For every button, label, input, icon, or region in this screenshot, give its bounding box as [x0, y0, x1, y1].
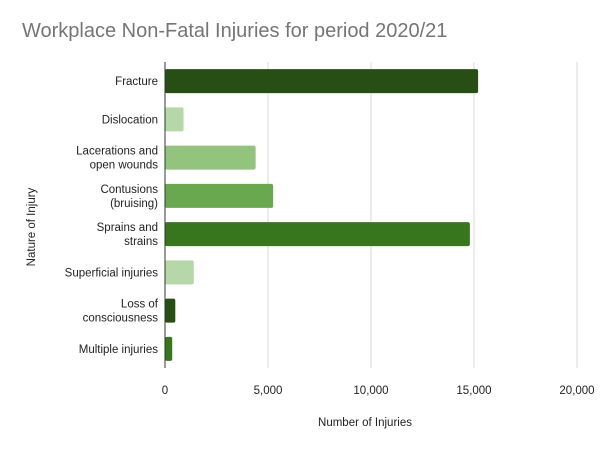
x-tick-label: 10,000 [353, 385, 388, 397]
bars [165, 69, 479, 361]
category-label: Loss of consciousness [83, 299, 159, 325]
category-label: Multiple injuries [79, 344, 159, 356]
category-label: Fracture [115, 76, 158, 88]
bar [165, 260, 194, 285]
category-label: Dislocation [102, 114, 158, 126]
y-axis-title: Nature of Injury [26, 187, 38, 266]
x-tick-label: 0 [162, 385, 168, 397]
x-tick-label: 15,000 [456, 385, 491, 397]
x-tick-label: 5,000 [254, 385, 283, 397]
x-tick-labels: 0 5,000 10,000 15,000 20,000 [162, 385, 595, 397]
bar [165, 107, 184, 132]
category-label: Contusions (bruising) [100, 184, 158, 210]
x-tick-label: 20,000 [559, 385, 594, 397]
chart-title: Workplace Non-Fatal Injuries for period … [22, 20, 448, 42]
category-label: Superficial injuries [65, 267, 159, 279]
bar [165, 298, 176, 323]
bar [165, 336, 173, 361]
bar [165, 183, 274, 208]
bar [165, 222, 470, 247]
x-axis-title: Number of Injuries [318, 417, 412, 429]
category-label: Lacerations and open wounds [76, 146, 158, 172]
gridlines [267, 62, 578, 368]
category-label: Sprains and strains [97, 222, 159, 248]
bar [165, 69, 479, 94]
category-labels: Fracture Dislocation Lacerations and open w… [65, 76, 159, 356]
bar [165, 145, 256, 170]
